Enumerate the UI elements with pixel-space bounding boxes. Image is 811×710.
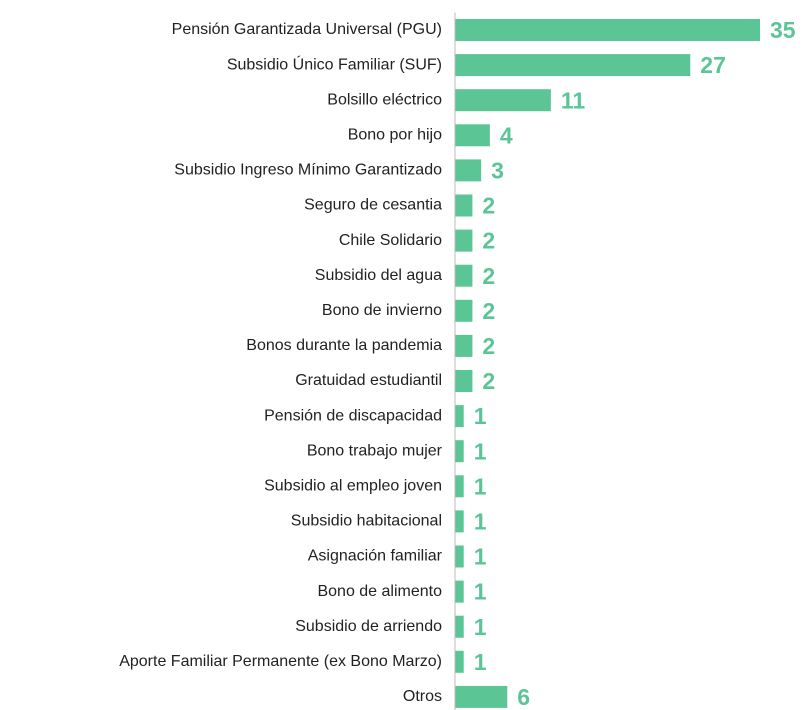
category-label: Bono por hijo (348, 127, 442, 144)
value-label: 27 (700, 52, 726, 78)
value-label: 1 (474, 508, 487, 534)
value-label: 1 (474, 473, 487, 499)
value-label: 3 (491, 157, 504, 183)
category-label: Subsidio al empleo joven (264, 478, 442, 495)
value-label: 1 (474, 438, 487, 464)
bar (455, 615, 464, 638)
value-label: 2 (482, 193, 495, 219)
bar (455, 440, 464, 463)
value-label: 4 (500, 122, 513, 148)
category-label: Asignación familiar (308, 548, 443, 565)
bar (455, 264, 473, 287)
value-label: 35 (770, 17, 796, 43)
bar (455, 299, 473, 322)
category-label: Chile Solidario (339, 232, 442, 249)
bar (455, 159, 482, 182)
bar (455, 54, 691, 77)
bar (455, 650, 464, 673)
bar (455, 580, 464, 603)
value-label: 2 (482, 263, 495, 289)
category-label: Bolsillo eléctrico (327, 91, 442, 108)
category-label: Pensión de discapacidad (264, 407, 442, 424)
category-label: Gratuidad estudiantil (295, 372, 442, 389)
category-label: Seguro de cesantia (304, 197, 442, 214)
value-label: 1 (474, 403, 487, 429)
bar (455, 194, 473, 217)
value-label: 11 (561, 87, 586, 113)
bar (455, 89, 551, 112)
bar (455, 475, 464, 498)
value-label: 1 (474, 649, 487, 675)
value-label: 2 (482, 298, 495, 324)
bar (455, 229, 473, 252)
category-label: Subsidio de arriendo (295, 618, 442, 635)
bar (455, 685, 508, 708)
bar (455, 405, 464, 428)
category-label: Subsidio Único Familiar (SUF) (227, 54, 442, 73)
bar (455, 510, 464, 533)
category-label: Subsidio habitacional (291, 513, 442, 530)
value-label: 2 (482, 368, 495, 394)
category-label: Aporte Familiar Permanente (ex Bono Marz… (119, 653, 442, 670)
bar (455, 124, 490, 147)
category-label: Bonos durante la pandemia (246, 337, 442, 354)
value-label: 2 (482, 228, 495, 254)
value-label: 1 (474, 544, 487, 570)
value-label: 2 (482, 333, 495, 359)
category-label: Pensión Garantizada Universal (PGU) (172, 21, 442, 38)
value-label: 1 (474, 579, 487, 605)
category-label: Subsidio Ingreso Mínimo Garantizado (174, 162, 442, 179)
bar (455, 19, 760, 41)
value-label: 6 (517, 684, 530, 710)
category-label: Bono de invierno (322, 302, 442, 319)
category-label: Otros (403, 688, 442, 705)
bar (455, 334, 473, 357)
bar (455, 545, 464, 568)
category-label: Subsidio del agua (315, 267, 442, 284)
bar (455, 370, 473, 392)
value-label: 1 (474, 614, 487, 640)
category-label: Bono de alimento (317, 583, 442, 600)
category-label: Bono trabajo mujer (307, 442, 443, 459)
